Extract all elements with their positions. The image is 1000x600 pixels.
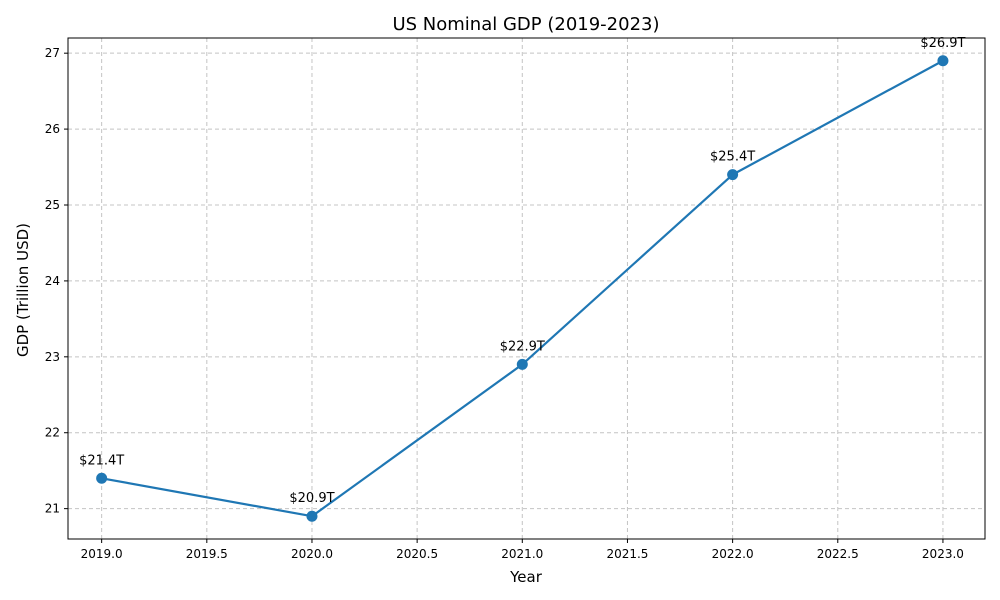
x-tick-label: 2020.0 [291, 547, 333, 561]
data-label-layer: $21.4T $20.9T $22.9T $25.4T $26.9T [79, 36, 966, 506]
y-tick-label: 24 [45, 274, 60, 288]
axes-layer: 2019.0 2019.5 2020.0 2020.5 2021.0 2021.5 2022… [45, 37, 986, 561]
data-label: $22.9T [500, 339, 545, 354]
x-tick-label: 2023.0 [922, 547, 964, 561]
data-label: $20.9T [289, 491, 334, 506]
data-label: $25.4T [710, 150, 755, 165]
y-tick-label: 27 [45, 46, 60, 60]
data-point [306, 510, 318, 522]
x-tick-label: 2020.5 [396, 547, 438, 561]
grid-layer [68, 38, 985, 539]
x-tick-label: 2021.0 [501, 547, 543, 561]
data-point [516, 358, 528, 370]
y-tick-label: 26 [45, 122, 60, 136]
y-tick-label: 23 [45, 350, 60, 364]
y-axis-label: GDP (Trillion USD) [14, 223, 32, 357]
data-label: $26.9T [920, 36, 965, 51]
x-tick-label: 2022.5 [817, 547, 859, 561]
series-layer [96, 55, 949, 522]
x-tick-label: 2019.5 [186, 547, 228, 561]
x-tick-label: 2022.0 [712, 547, 754, 561]
data-label: $21.4T [79, 453, 124, 468]
plot-frame [67, 37, 986, 540]
x-axis-label: Year [509, 568, 543, 586]
data-point [937, 55, 949, 67]
y-tick-label: 21 [45, 502, 60, 516]
data-point [96, 472, 108, 484]
x-tick-label: 2019.0 [81, 547, 123, 561]
y-tick-label: 25 [45, 198, 60, 212]
chart-title: US Nominal GDP (2019-2023) [392, 14, 659, 35]
data-point [727, 169, 739, 181]
x-tick-label: 2021.5 [606, 547, 648, 561]
y-tick-label: 22 [45, 426, 60, 440]
